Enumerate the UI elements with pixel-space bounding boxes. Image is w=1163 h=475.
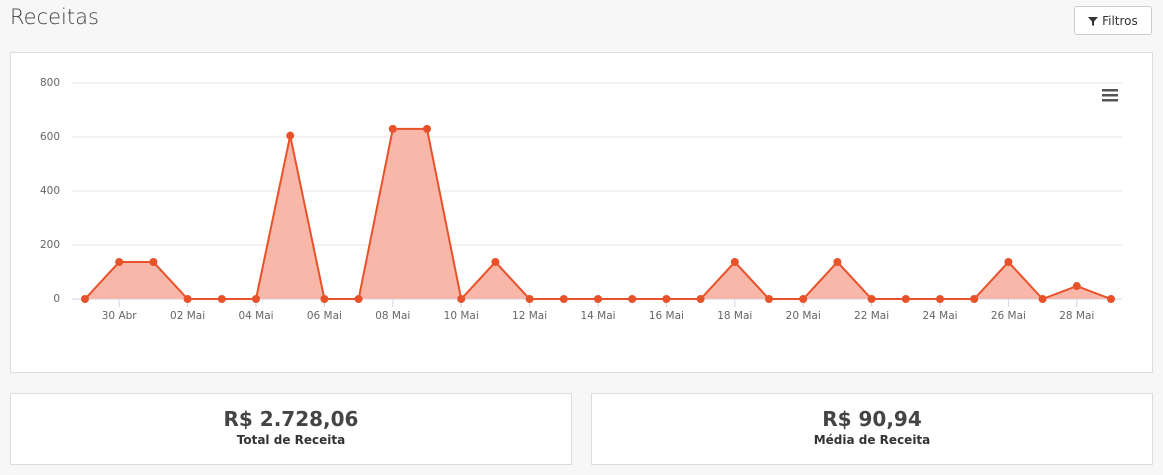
chart-panel: 0 200 400 600 800 30 Abr 02 Mai 04 Mai 06 Mai 08 … <box>10 52 1153 373</box>
y-tick-label: 800 <box>40 77 60 89</box>
filter-icon <box>1088 17 1099 26</box>
x-tick-label: 24 Mai <box>922 310 957 322</box>
line <box>84 127 1112 302</box>
point <box>183 295 192 303</box>
point <box>252 295 260 303</box>
point <box>457 295 466 303</box>
x-tick-label: 18 Mai <box>717 310 752 322</box>
point <box>491 258 500 267</box>
x-tick-label: 28 Mai <box>1059 310 1094 322</box>
point <box>320 295 329 303</box>
x-tick-label: 20 Mai <box>786 310 821 322</box>
point <box>970 295 979 303</box>
chart: 0 200 400 600 800 30 Abr 02 Mai 04 Mai 06 Mai 08 … <box>40 77 1122 322</box>
x-tick-label: 22 Mai <box>854 310 889 322</box>
x-tick-label: 14 Mai <box>580 310 615 322</box>
y-tick-label: 600 <box>40 131 60 143</box>
point <box>696 295 705 303</box>
point <box>662 295 671 303</box>
point <box>901 295 910 303</box>
point <box>628 295 637 303</box>
x-tick-label: 02 Mai <box>170 310 205 322</box>
y-tick-label: 400 <box>40 185 60 197</box>
point <box>1107 295 1115 303</box>
point <box>730 258 739 267</box>
x-tick-label: 06 Mai <box>307 310 342 322</box>
point <box>867 295 876 303</box>
y-tick-label: 200 <box>40 239 60 251</box>
point <box>217 295 226 303</box>
filter-label: Filtros <box>1102 14 1138 28</box>
point <box>765 295 773 303</box>
area <box>85 128 1111 299</box>
summary-value: R$ 2.728,06 <box>223 407 359 431</box>
menu-icon[interactable] <box>1102 89 1118 102</box>
point <box>1038 295 1047 303</box>
point <box>594 295 602 303</box>
filter-button[interactable]: Filtros <box>1074 6 1152 35</box>
point <box>286 131 295 140</box>
point <box>1072 282 1081 291</box>
page-title: Receitas <box>10 5 99 29</box>
summary-card: R$ 2.728,06 Total de Receita <box>10 393 572 465</box>
y-tick-label: 0 <box>53 293 60 305</box>
point <box>115 258 124 267</box>
x-tick-label: 10 Mai <box>444 310 479 322</box>
point <box>149 258 158 267</box>
summary-card: R$ 90,94 Média de Receita <box>591 393 1153 465</box>
point <box>388 124 397 133</box>
point <box>423 124 431 133</box>
point <box>833 258 842 267</box>
point <box>936 295 944 303</box>
x-tick-label: 30 Abr <box>102 310 138 322</box>
x-tick-label: 26 Mai <box>991 310 1026 322</box>
x-tick-label: 12 Mai <box>512 310 547 322</box>
point <box>354 295 363 303</box>
point <box>559 295 568 303</box>
point <box>81 295 89 303</box>
summary-value: R$ 90,94 <box>822 407 922 431</box>
x-tick-label: 04 Mai <box>238 310 273 322</box>
x-tick-label: 16 Mai <box>649 310 684 322</box>
summary-label: Média de Receita <box>813 433 931 447</box>
x-tick-label: 08 Mai <box>375 310 410 322</box>
point <box>799 295 808 303</box>
point <box>1004 258 1013 267</box>
summary-label: Total de Receita <box>236 433 346 447</box>
point <box>525 295 534 303</box>
